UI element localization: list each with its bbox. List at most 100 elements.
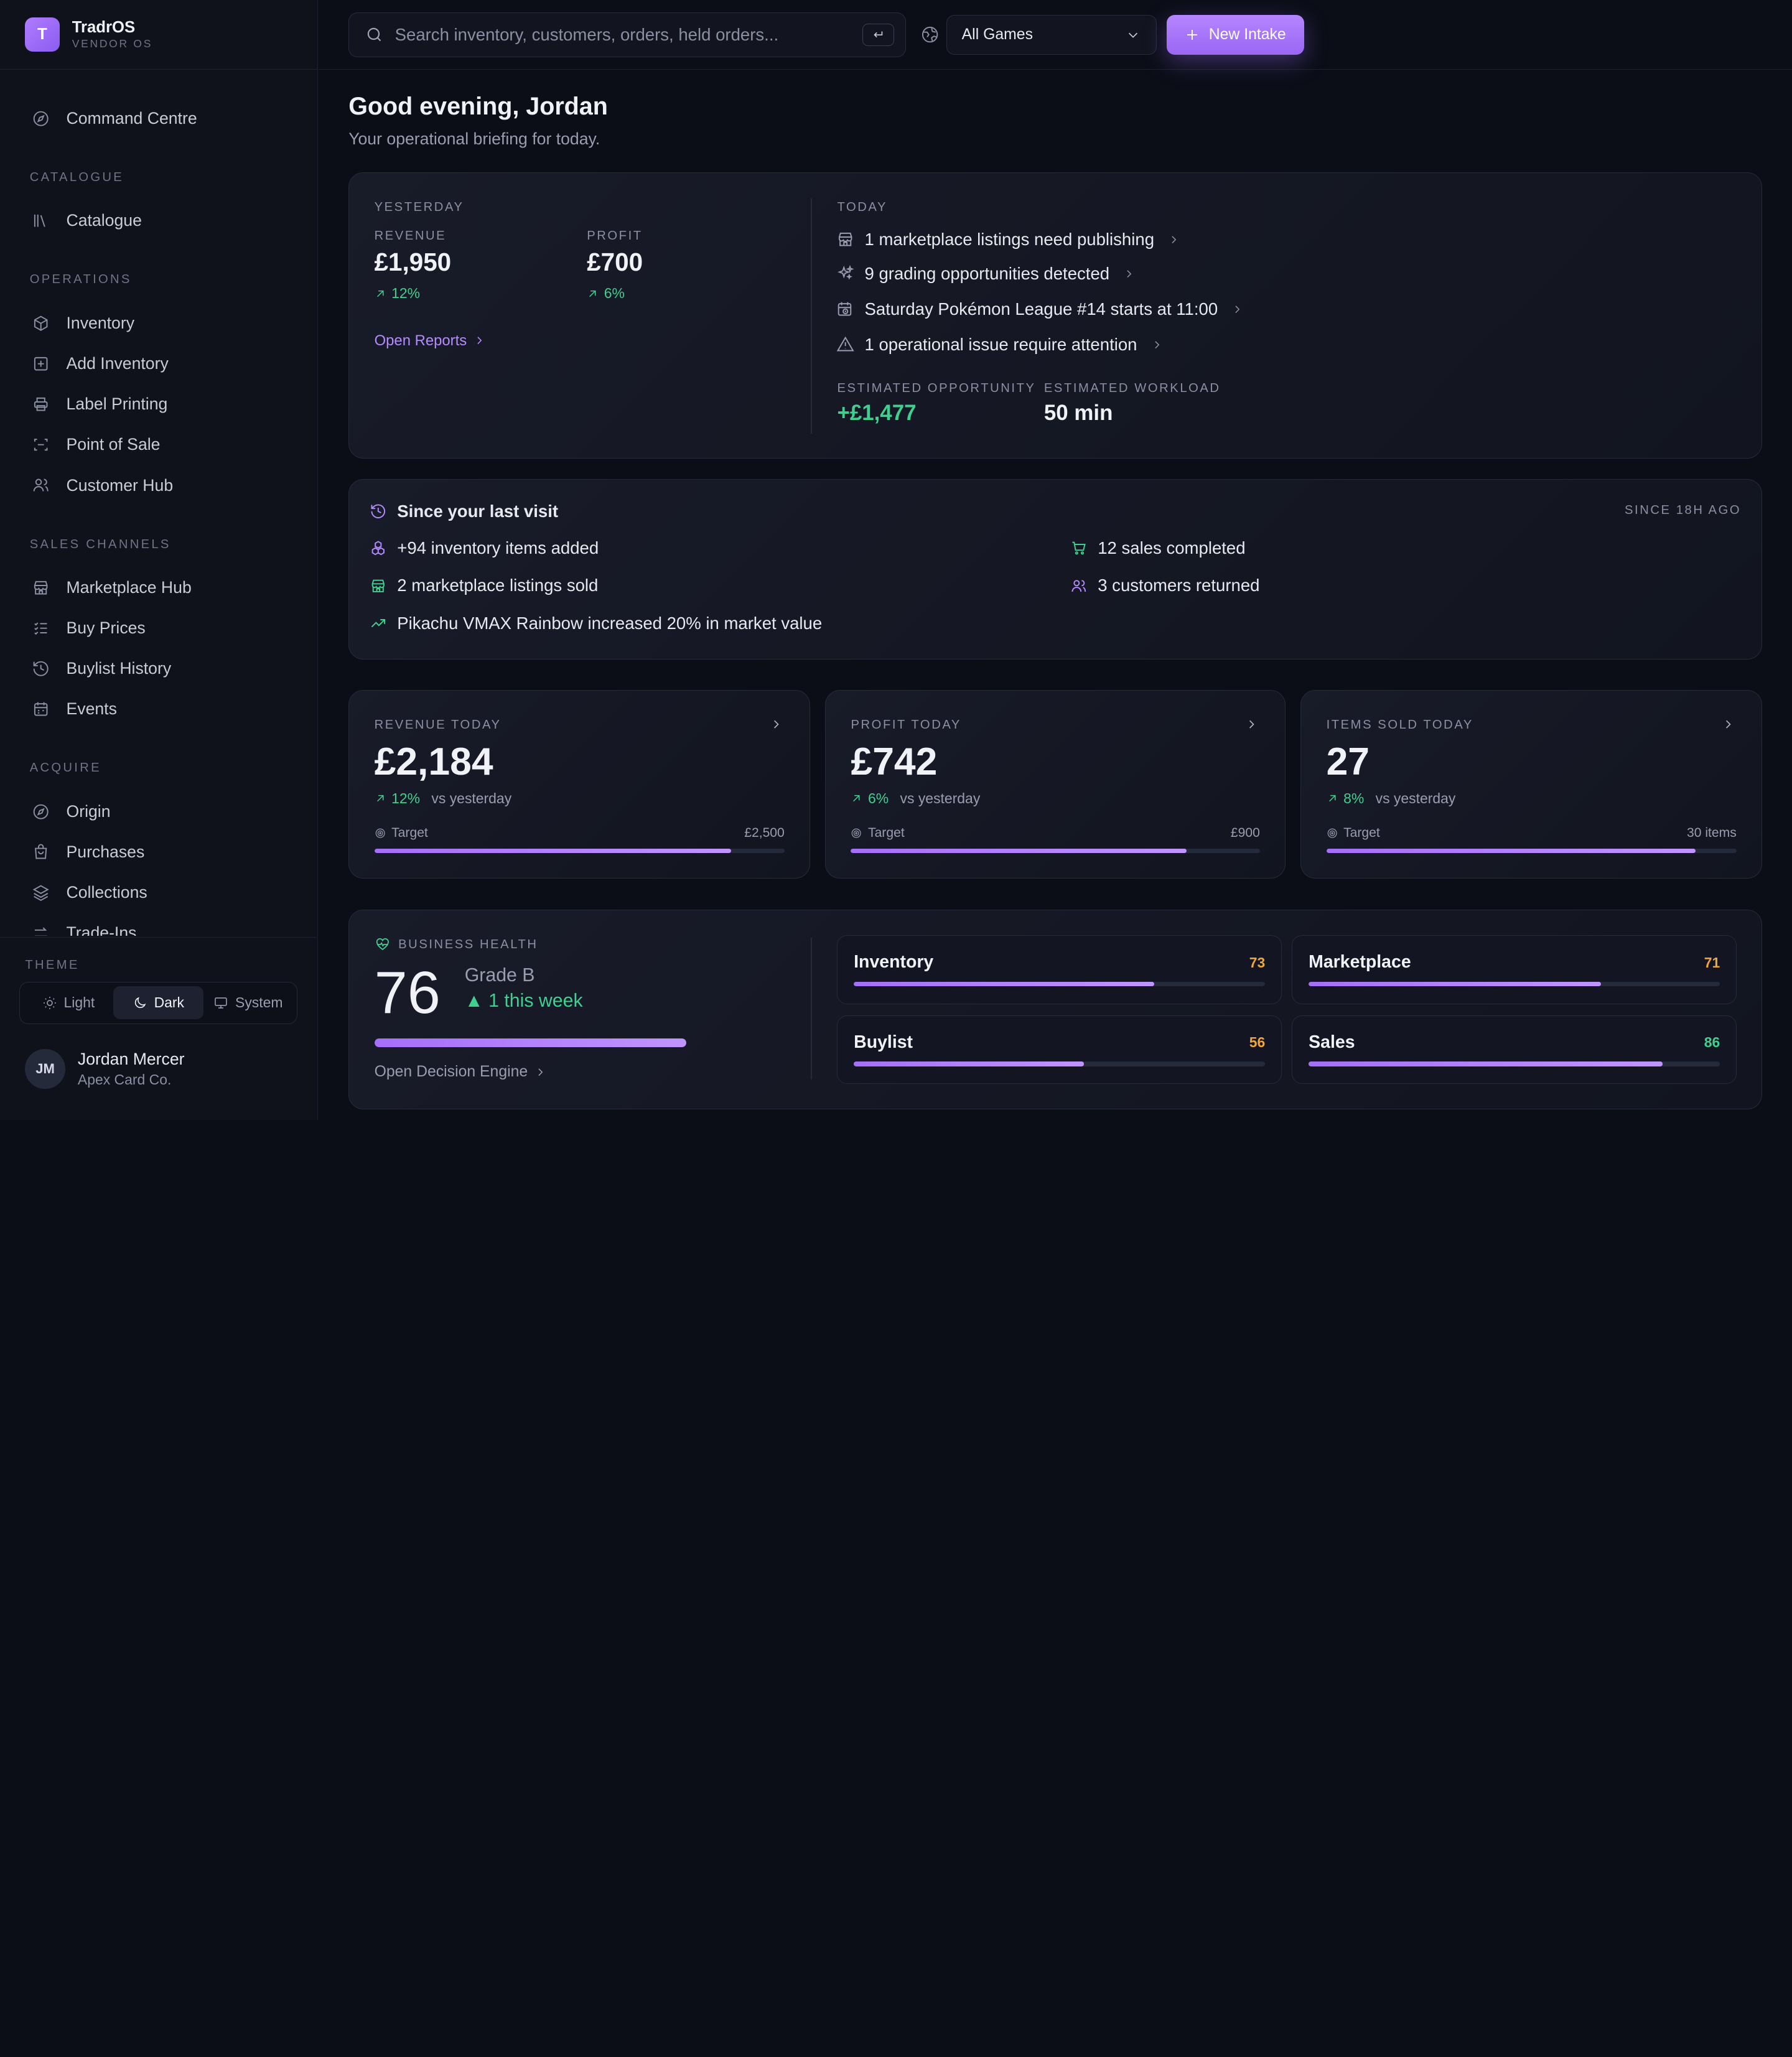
theme-system-button[interactable]: System [203,986,293,1019]
kpi-change-value: 12% [391,790,421,807]
health-area-progress [1309,981,1720,987]
kpi-card-profit[interactable]: PROFIT TODAY £742 6% vs yesterday Target… [825,690,1286,879]
health-area-progress [854,981,1266,987]
kpi-target-value: 30 items [1686,826,1737,841]
sidebar-item-origin[interactable]: Origin [0,791,317,832]
kpi-change: 8% vs yesterday [1327,790,1456,807]
since-title: Since your last visit [370,499,558,524]
sidebar-item-buylist-history[interactable]: Buylist History [0,648,317,689]
health-progress-fill [374,1038,686,1048]
health-area-name: Sales [1309,1032,1355,1052]
enter-key-hint [862,23,895,47]
estimated-opportunity: +£1,477 [837,400,917,425]
search-input[interactable] [394,25,852,45]
theme-dark-button[interactable]: Dark [113,986,203,1020]
sidebar-item-catalogue[interactable]: Catalogue [0,200,317,241]
calendar-icon [34,702,48,716]
since-item-text: 3 customers returned [1098,576,1260,595]
open-reports-link[interactable]: Open Reports [375,332,485,350]
health-area-fill [1309,1061,1663,1066]
chevron-right-icon [538,1068,543,1076]
kpi-target-value: £900 [1230,826,1260,841]
sidebar-item-label-printing[interactable]: Label Printing [0,384,317,424]
health-label-text: BUSINESS HEALTH [398,937,538,951]
avatar: JM [25,1049,65,1089]
scan-icon [34,439,48,451]
sidebar-item-label: Command Centre [66,109,197,128]
arrow-up-right-icon [376,795,384,802]
kpi-comparison: vs yesterday [1375,790,1456,807]
kpi-card-revenue[interactable]: REVENUE TODAY £2,184 12% vs yesterday Ta… [348,690,811,879]
since-title-text: Since your last visit [397,501,559,521]
sidebar-item-label: Buylist History [66,659,172,678]
compass-icon [34,111,49,126]
revenue-change-value: 12% [391,285,421,302]
sidebar-item-label: Add Inventory [66,353,169,373]
today-item-text: Saturday Pokémon League #14 starts at 11… [864,299,1218,319]
today-item-issue[interactable]: 1 operational issue require attention [836,331,1162,358]
health-area-buylist[interactable]: Buylist 56 [837,1015,1282,1084]
today-item-grading[interactable]: 9 grading opportunities detected [836,260,1135,287]
heart-pulse-icon [376,938,389,951]
sidebar: T TradrOS VENDOR OS Command Centre CATAL… [0,0,318,1120]
today-item-text: 1 operational issue require attention [864,334,1137,354]
kpi-change: 12% vs yesterday [375,790,511,807]
sidebar-item-marketplace-hub[interactable]: Marketplace Hub [0,567,317,608]
kpi-label: REVENUE TODAY [374,718,502,732]
new-intake-button[interactable]: New Intake [1167,14,1304,55]
chevron-right-icon [477,337,482,345]
kpi-card-items-sold[interactable]: ITEMS SOLD TODAY 27 8% vs yesterday Targ… [1300,690,1763,879]
yesterday-revenue: £1,950 [374,247,452,276]
kpi-progress-fill [1326,848,1696,854]
arrow-up-right-icon [1328,795,1336,802]
layers-icon [33,885,50,902]
sidebar-item-buy-prices[interactable]: Buy Prices [0,608,317,648]
kpi-target-value: £2,500 [744,826,785,841]
sidebar-item-customer-hub[interactable]: Customer Hub [0,465,317,505]
chevron-right-icon [1172,235,1177,243]
section-heading-catalogue: CATALOGUE [29,170,124,185]
sidebar-item-inventory[interactable]: Inventory [0,303,317,343]
health-area-name: Marketplace [1309,952,1411,973]
health-area-score: 71 [1704,954,1720,971]
health-area-inventory[interactable]: Inventory 73 [837,935,1282,1004]
today-item-listings[interactable]: 1 marketplace listings need publishing [836,226,1180,253]
printer-icon [34,397,48,411]
sidebar-item-trade-ins[interactable]: Trade-Ins [0,913,317,936]
cart-icon [1072,541,1086,555]
since-item-text: +94 inventory items added [397,538,599,557]
today-item-text: 1 marketplace listings need publishing [864,229,1155,249]
target-icon [375,828,385,838]
sidebar-item-purchases[interactable]: Purchases [0,832,317,872]
sidebar-nav: Command Centre CATALOGUE Catalogue OPERA… [0,98,317,936]
theme-option-label: System [235,994,283,1011]
globe-icon [920,25,940,44]
revenue-change: 12% [375,285,420,302]
since-item: Pikachu VMAX Rainbow increased 20% in ma… [370,611,822,636]
health-area-progress [854,1061,1266,1066]
sidebar-item-command-centre[interactable]: Command Centre [0,98,317,139]
theme-light-button[interactable]: Light [24,986,113,1019]
kpi-label: ITEMS SOLD TODAY [1326,718,1473,732]
sidebar-item-label: Trade-Ins [66,923,137,936]
profit-change-value: 6% [604,285,625,302]
game-filter-select[interactable]: All Games [946,14,1157,55]
sidebar-item-collections[interactable]: Collections [0,872,317,913]
kpi-progress [374,848,785,854]
since-item-text: Pikachu VMAX Rainbow increased 20% in ma… [397,613,823,633]
history-icon [34,661,49,676]
sidebar-item-events[interactable]: Events [0,689,317,729]
sidebar-item-label: Point of Sale [66,435,161,454]
health-delta: ▲ 1 this week [464,990,583,1011]
sidebar-item-add-inventory[interactable]: Add Inventory [0,343,317,384]
bag-icon [35,844,47,859]
open-decision-engine-link[interactable]: Open Decision Engine [375,1063,546,1081]
search-bar[interactable] [348,12,907,57]
user-profile[interactable]: JM Jordan Mercer Apex Card Co. [25,1049,185,1089]
brand[interactable]: T TradrOS VENDOR OS [0,0,317,70]
today-item-event[interactable]: Saturday Pokémon League #14 starts at 11… [836,296,1243,323]
health-area-marketplace[interactable]: Marketplace 71 [1292,935,1737,1004]
kpi-change: 6% vs yesterday [851,790,980,807]
health-area-sales[interactable]: Sales 86 [1292,1015,1737,1084]
sidebar-item-point-of-sale[interactable]: Point of Sale [0,424,317,465]
